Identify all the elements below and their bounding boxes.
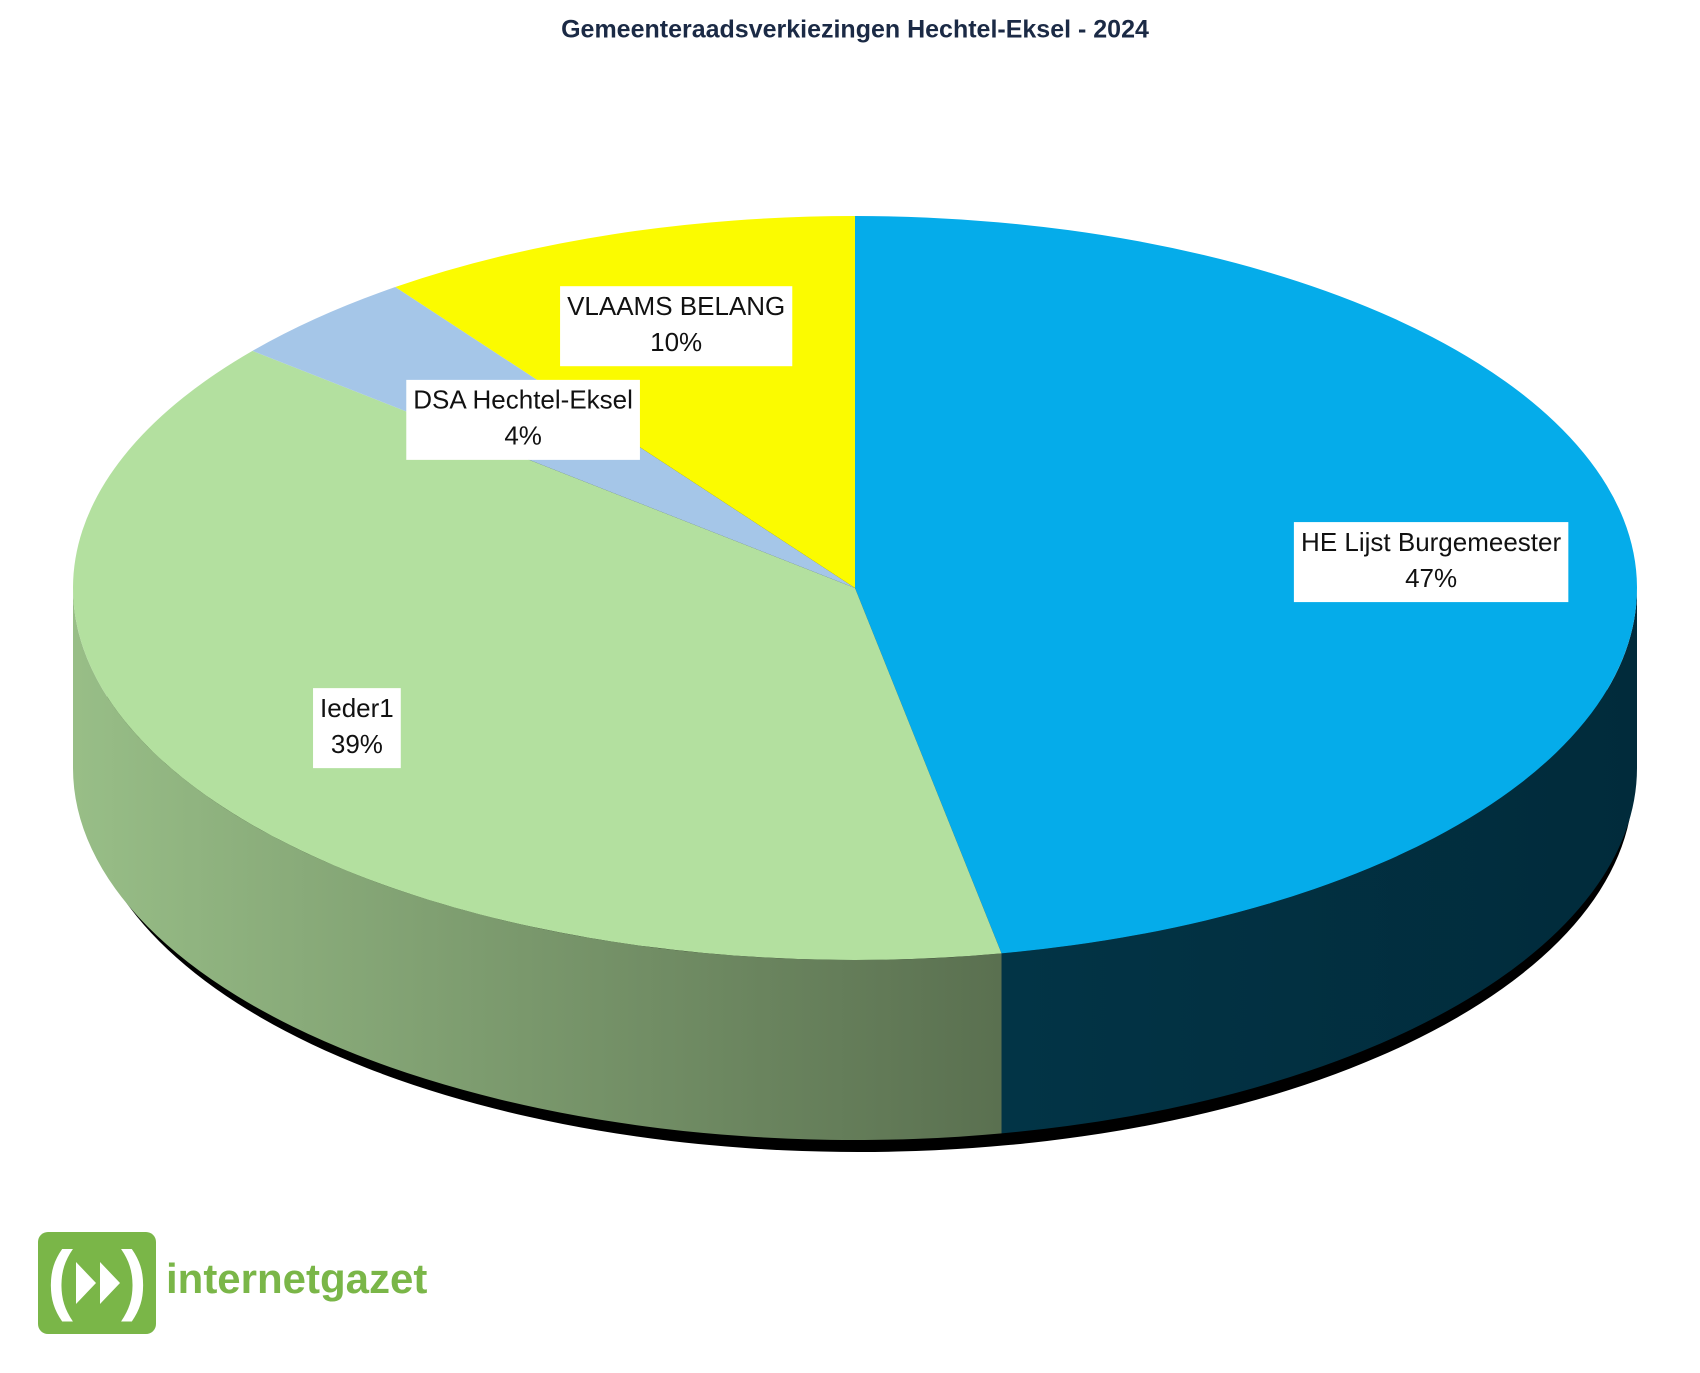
label-name: Ieder1 [320, 693, 394, 723]
label-name: HE Lijst Burgemeester [1301, 527, 1561, 557]
logo: ( ) internetgazet [38, 1232, 427, 1334]
logo-text: internetgazet [166, 1255, 427, 1302]
data-label: HE Lijst Burgemeester 47% [1293, 522, 1569, 603]
labels: HE Lijst Burgemeester 47% Ieder1 39% DSA Hec… [313, 286, 1569, 769]
logo-icon [38, 1232, 156, 1334]
slice-side [73, 588, 1002, 1141]
data-label: VLAAMS BELANG 10% [560, 286, 793, 367]
label-box [560, 286, 793, 367]
label-value: 39% [331, 729, 383, 759]
label-box [1293, 522, 1569, 603]
label-value: 10% [650, 327, 702, 357]
logo-paren: ( [47, 1235, 73, 1323]
logo-arrows [76, 1262, 120, 1304]
label-box [406, 379, 640, 460]
label-value: 4% [504, 421, 542, 451]
label-name: VLAAMS BELANG [567, 291, 785, 321]
data-label: Ieder1 39% [313, 688, 401, 769]
pie [73, 216, 1637, 1152]
slice [855, 216, 1637, 954]
slice [73, 350, 1002, 960]
label-box [313, 688, 401, 769]
data-label: DSA Hechtel-Eksel 4% [406, 379, 640, 460]
chart-title: Gemeenteraadsverkiezingen Hechtel-Eksel … [561, 16, 1149, 44]
logo-paren: ) [121, 1235, 147, 1323]
label-name: DSA Hechtel-Eksel [413, 385, 633, 415]
slice-side [1001, 588, 1637, 1134]
label-value: 47% [1405, 563, 1457, 593]
